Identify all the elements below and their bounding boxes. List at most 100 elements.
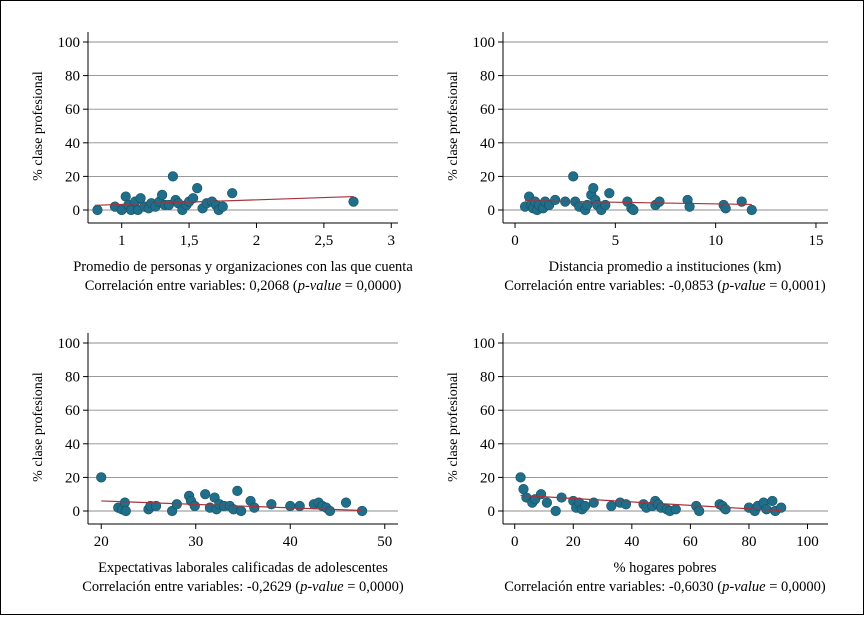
data-point bbox=[249, 502, 260, 513]
data-point bbox=[767, 495, 778, 507]
data-point bbox=[227, 188, 238, 199]
data-point bbox=[188, 193, 199, 204]
data-point bbox=[340, 497, 352, 508]
data-point bbox=[200, 489, 211, 500]
y-tick-label: 60 bbox=[65, 403, 80, 419]
data-point bbox=[604, 188, 615, 199]
data-point bbox=[92, 204, 103, 216]
data-point bbox=[236, 505, 247, 517]
x-tick-label: 60 bbox=[683, 534, 698, 550]
correlation-caption: Correlación entre variables: 0,2068 (p-v… bbox=[85, 278, 402, 294]
y-axis-label: % clase profesional bbox=[446, 372, 461, 482]
x-tick-label: 20 bbox=[566, 534, 581, 550]
y-tick-label: 20 bbox=[65, 169, 80, 185]
data-point bbox=[684, 201, 695, 212]
data-point bbox=[348, 196, 359, 207]
x-tick-label: 10 bbox=[708, 233, 723, 249]
x-tick-label: 5 bbox=[612, 233, 620, 249]
y-tick-label: 80 bbox=[480, 69, 495, 85]
x-axis-label: % hogares pobres bbox=[613, 560, 716, 576]
x-tick-label: 50 bbox=[377, 534, 392, 550]
data-point bbox=[120, 505, 131, 517]
y-tick-label: 100 bbox=[473, 336, 496, 352]
data-point bbox=[515, 472, 526, 483]
y-tick-label: 80 bbox=[65, 69, 80, 85]
data-point bbox=[568, 171, 579, 182]
x-tick-label: 2,5 bbox=[314, 233, 333, 249]
y-tick-label: 60 bbox=[480, 102, 495, 118]
y-tick-label: 20 bbox=[480, 470, 495, 486]
fit-line bbox=[101, 500, 363, 512]
x-tick-label: 1 bbox=[118, 233, 126, 249]
x-tick-label: 100 bbox=[796, 534, 819, 550]
data-point bbox=[535, 489, 547, 500]
data-point bbox=[628, 204, 639, 216]
x-tick-label: 30 bbox=[188, 534, 203, 550]
x-tick-label: 20 bbox=[94, 534, 109, 550]
correlation-caption: Correlación entre variables: -0,6030 (p-… bbox=[504, 579, 826, 595]
x-tick-label: 80 bbox=[741, 534, 756, 550]
x-tick-label: 2 bbox=[253, 233, 261, 249]
correlation-caption: Correlación entre variables: -0,2629 (p-… bbox=[82, 579, 404, 595]
data-point bbox=[694, 505, 705, 517]
y-tick-label: 0 bbox=[73, 203, 81, 219]
x-tick-label: 40 bbox=[283, 534, 298, 550]
data-point bbox=[588, 183, 599, 194]
data-point bbox=[356, 505, 368, 517]
y-tick-label: 0 bbox=[73, 504, 81, 520]
correlation-caption: Correlación entre variables: -0,0853 (p-… bbox=[504, 278, 826, 294]
x-tick-label: 3 bbox=[388, 233, 396, 249]
data-point bbox=[720, 504, 731, 515]
fit-line bbox=[525, 200, 752, 206]
fit-line bbox=[520, 494, 782, 512]
y-axis-label: % clase profesional bbox=[446, 71, 461, 181]
data-point bbox=[119, 497, 130, 508]
data-point bbox=[294, 500, 305, 512]
y-tick-label: 0 bbox=[488, 504, 496, 520]
y-tick-label: 20 bbox=[480, 169, 495, 185]
data-point bbox=[217, 201, 228, 212]
data-point bbox=[541, 497, 553, 508]
x-tick-label: 40 bbox=[624, 534, 639, 550]
fit-line bbox=[94, 195, 354, 206]
data-point bbox=[550, 505, 561, 517]
data-point bbox=[157, 189, 168, 200]
y-tick-label: 100 bbox=[58, 336, 81, 352]
data-point bbox=[579, 500, 591, 512]
y-tick-label: 40 bbox=[65, 136, 80, 152]
data-point bbox=[167, 171, 179, 182]
data-point bbox=[135, 193, 146, 204]
y-tick-label: 60 bbox=[480, 403, 495, 419]
data-point bbox=[720, 203, 731, 214]
y-tick-label: 40 bbox=[480, 437, 495, 453]
data-point bbox=[285, 500, 296, 512]
x-tick-label: 0 bbox=[511, 534, 519, 550]
y-axis-label: % clase profesional bbox=[31, 372, 46, 482]
y-tick-label: 80 bbox=[65, 370, 80, 386]
panel-3: 0 20 40 60 80 100 20 30 40 50 % clase profesional E… bbox=[31, 333, 404, 595]
panel-2: 0 20 40 60 80 100 0 5 10 15 % clase profesional Dis… bbox=[446, 32, 828, 294]
data-point bbox=[192, 183, 203, 194]
x-axis-label: Distancia promedio a instituciones (km) bbox=[549, 259, 782, 275]
data-point bbox=[606, 500, 617, 512]
y-axis-label: % clase profesional bbox=[31, 71, 46, 181]
y-tick-label: 100 bbox=[58, 35, 81, 51]
data-point bbox=[746, 204, 757, 216]
x-tick-label: 0 bbox=[511, 233, 519, 249]
x-axis-label: Expectativas laborales calificadas de ad… bbox=[98, 560, 388, 576]
data-point bbox=[96, 472, 107, 483]
y-tick-label: 100 bbox=[473, 35, 496, 51]
y-tick-label: 40 bbox=[65, 437, 80, 453]
y-tick-label: 80 bbox=[480, 370, 495, 386]
panel-1: 0 20 40 60 80 100 1 1,5 2 2,5 3 % clase profesional… bbox=[31, 32, 413, 294]
data-point bbox=[324, 505, 336, 517]
y-tick-label: 40 bbox=[480, 136, 495, 152]
x-tick-label: 15 bbox=[808, 233, 823, 249]
panel-4: 0 20 40 60 80 100 0 20 40 60 80 100 % clase profesio… bbox=[446, 333, 828, 595]
data-point bbox=[232, 485, 243, 496]
y-tick-label: 20 bbox=[65, 470, 80, 486]
y-tick-label: 0 bbox=[488, 203, 496, 219]
data-point bbox=[582, 199, 593, 211]
